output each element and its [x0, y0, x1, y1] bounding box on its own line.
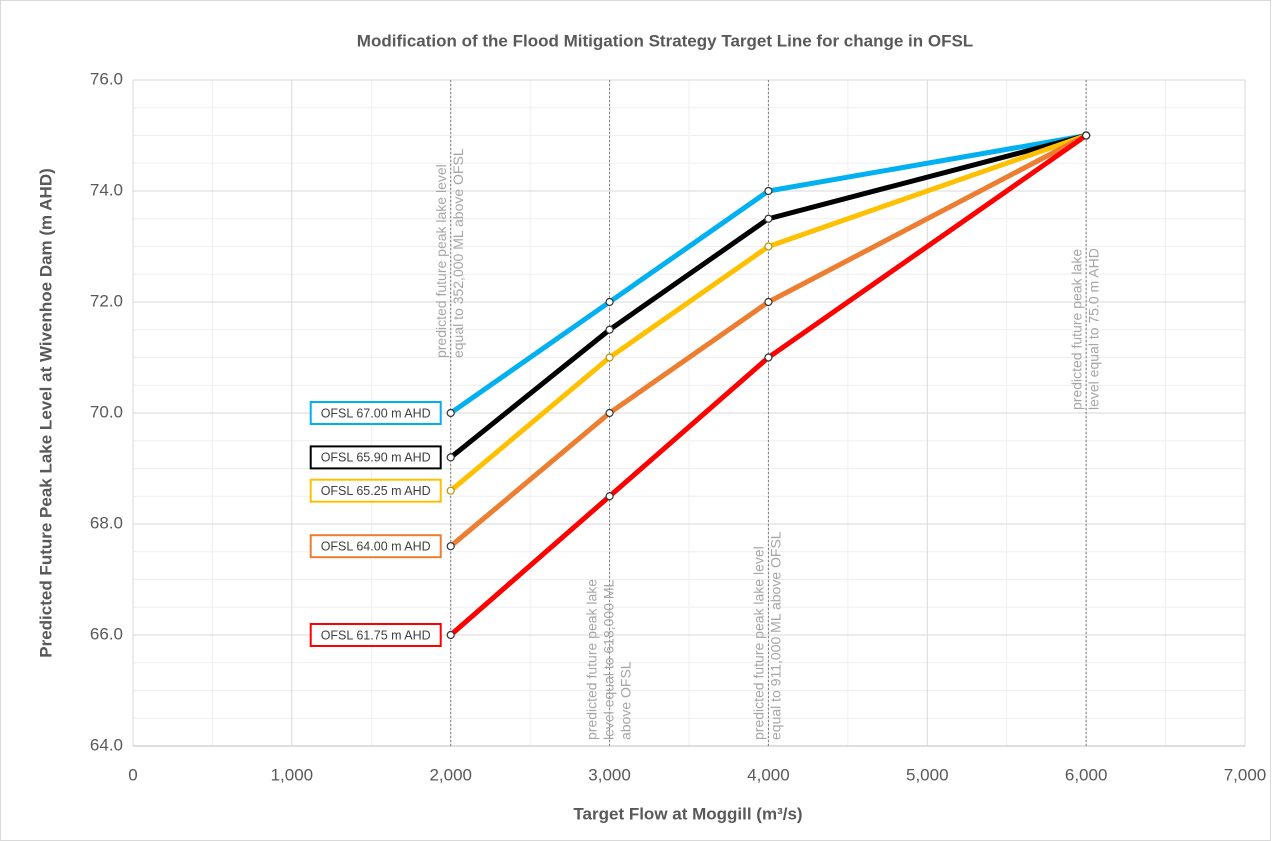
- x-tick-label: 7,000: [1224, 765, 1267, 784]
- y-tick-label: 74.0: [90, 180, 123, 199]
- data-point: [764, 186, 773, 196]
- data-point: [605, 408, 614, 418]
- y-tick-label: 76.0: [90, 69, 123, 88]
- annotation-text: predicted future peak lake: [583, 579, 599, 740]
- annotation-text: level equal to 618,000 ML: [600, 579, 616, 740]
- y-tick-label: 66.0: [90, 624, 123, 643]
- legend-box: [309, 401, 442, 425]
- annotation-text: above OFSL: [617, 661, 633, 740]
- data-point: [764, 242, 773, 251]
- series-line: [449, 133, 1087, 493]
- data-point: [605, 492, 614, 501]
- series-line: [449, 133, 1088, 549]
- data-point: [446, 453, 455, 462]
- y-tick-label: 64.0: [90, 735, 123, 754]
- data-point: [605, 297, 614, 307]
- legend-box: [309, 445, 442, 470]
- data-point: [446, 486, 455, 495]
- x-tick-label: 6,000: [1065, 765, 1108, 784]
- annotation-text: predicted future peak lake: [1068, 249, 1084, 410]
- data-point: [764, 214, 773, 223]
- y-tick-label: 68.0: [90, 513, 123, 532]
- chart-title: Modification of the Flood Mitigation Str…: [357, 31, 973, 50]
- data-point: [605, 353, 614, 362]
- y-axis-title: Predicted Future Peak Lake Level at Wive…: [36, 168, 55, 658]
- data-point: [446, 630, 455, 640]
- legend-box: [309, 478, 442, 503]
- x-tick-label: 1,000: [271, 765, 314, 784]
- legend-box: [309, 534, 442, 559]
- data-point: [1082, 131, 1091, 140]
- legend-label: OFSL 65.90 m AHD: [321, 451, 431, 465]
- series-line: [449, 133, 1087, 416]
- data-point: [605, 325, 614, 334]
- legend-label: OFSL 61.75 m AHD: [321, 628, 431, 642]
- x-tick-label: 5,000: [906, 765, 949, 784]
- legend-label: OFSL 67.00 m AHD: [321, 406, 431, 420]
- x-axis-title: Target Flow at Moggill (m³/s): [573, 804, 802, 823]
- annotation-text: equal to 352,000 ML above OFSL: [450, 148, 466, 358]
- y-tick-label: 70.0: [90, 402, 123, 421]
- data-point: [764, 297, 773, 307]
- annotation-text: equal to 911,000 ML above OFSL: [768, 531, 784, 740]
- series-line: [449, 133, 1087, 460]
- x-tick-label: 0: [128, 765, 137, 784]
- legend-label: OFSL 65.25 m AHD: [321, 484, 431, 498]
- annotation-text: level equal to 75.0 m AHD: [1085, 248, 1101, 410]
- series-line: [449, 133, 1088, 637]
- data-point: [764, 353, 773, 362]
- annotation-text: predicted future peak lake level: [751, 546, 767, 740]
- legend-label: OFSL 64.00 m AHD: [321, 539, 431, 553]
- legend-box: [309, 623, 442, 647]
- annotation-text: predicted future peak lake level: [433, 164, 449, 358]
- data-point: [446, 542, 455, 551]
- x-tick-label: 4,000: [747, 765, 790, 784]
- x-tick-label: 3,000: [588, 765, 631, 784]
- x-tick-label: 2,000: [429, 765, 472, 784]
- data-point: [446, 408, 455, 418]
- y-tick-label: 72.0: [90, 291, 123, 310]
